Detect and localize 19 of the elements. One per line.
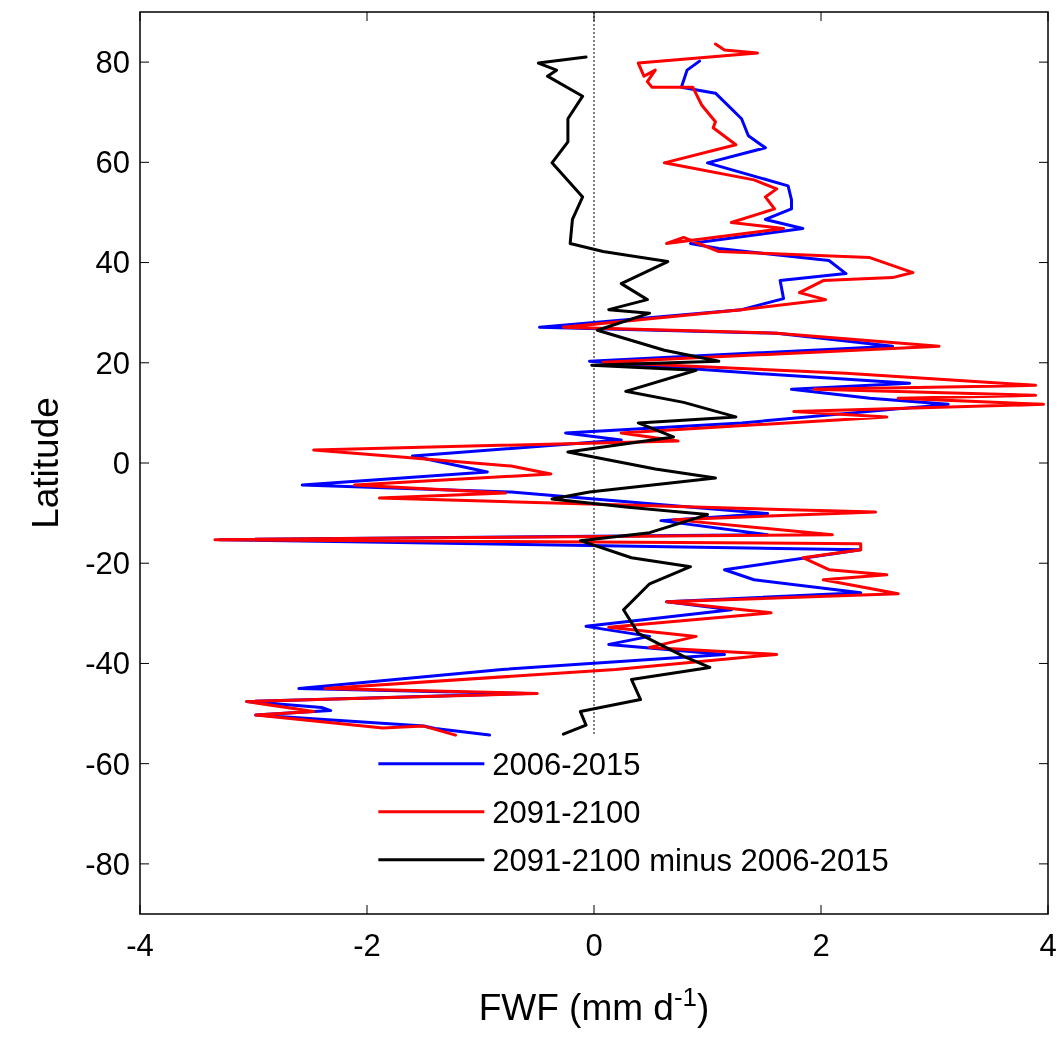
y-tick-label: -60 xyxy=(85,746,130,782)
y-tick-label: 0 xyxy=(112,445,130,481)
y-tick-label: 80 xyxy=(95,44,130,80)
legend-label: 2006-2015 xyxy=(492,746,641,782)
y-tick-label: -20 xyxy=(85,546,130,582)
y-tick-label: -80 xyxy=(85,846,130,882)
x-tick-label: 2 xyxy=(812,928,830,963)
y-tick-label: 60 xyxy=(95,145,130,181)
legend-label: 2091-2100 xyxy=(492,794,641,830)
y-tick-label: 40 xyxy=(95,245,130,281)
y-tick-label: -40 xyxy=(85,646,130,682)
x-tick-label: 4 xyxy=(1039,928,1057,963)
x-tick-label: 0 xyxy=(585,928,603,963)
y-axis-title: Latitude xyxy=(25,397,66,529)
legend-label: 2091-2100 minus 2006-2015 xyxy=(492,842,889,878)
x-tick-label: -2 xyxy=(353,928,381,963)
y-tick-label: 20 xyxy=(95,345,130,381)
x-tick-label: -4 xyxy=(126,928,154,963)
x-axis-title: FWF (mm d$^{-1}$) xyxy=(478,983,710,1028)
